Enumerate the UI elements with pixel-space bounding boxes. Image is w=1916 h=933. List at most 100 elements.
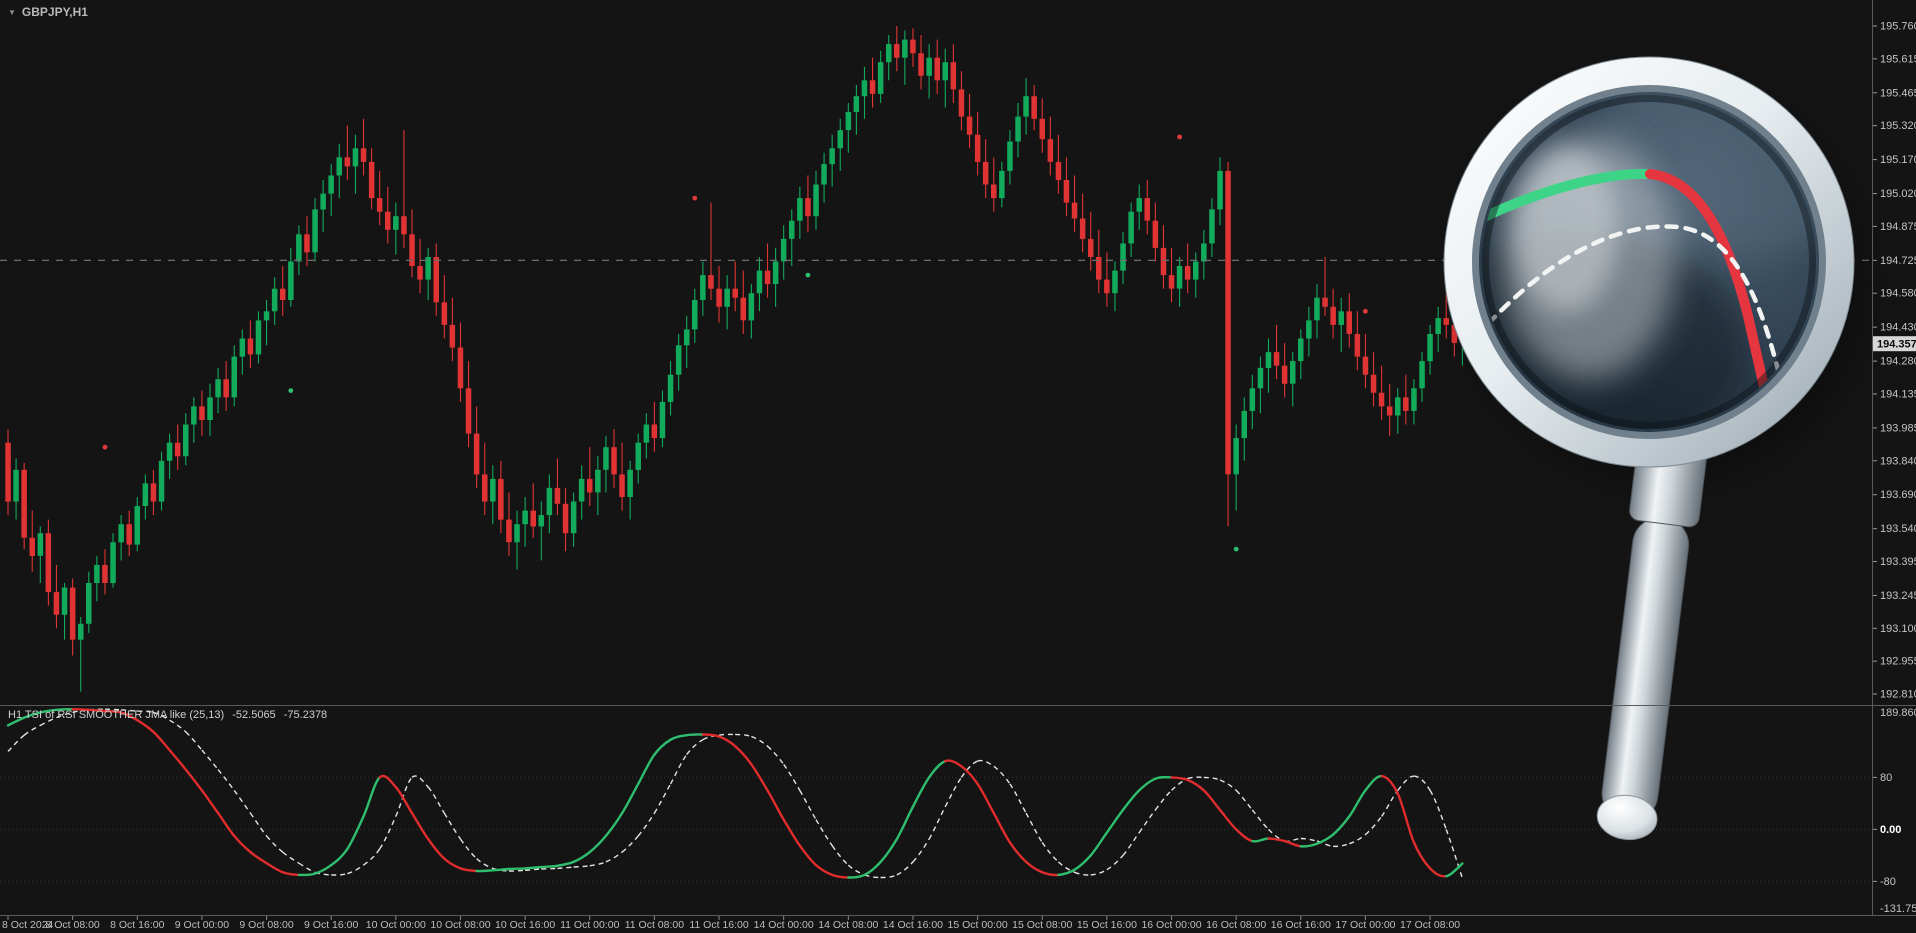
- time-label: 14 Oct 00:00: [754, 919, 814, 931]
- candle-body: [716, 288, 722, 307]
- time-label: 8 Oct 16:00: [110, 919, 164, 931]
- candle-body: [1411, 388, 1417, 411]
- indicator-axis-label: 80: [1880, 772, 1892, 784]
- indicator-main-line: [1251, 837, 1270, 843]
- indicator-main-line: [168, 748, 187, 771]
- candle-body: [1112, 270, 1118, 294]
- candle-body: [5, 442, 11, 502]
- indicator-main-line: [1089, 831, 1109, 857]
- indicator-main-line: [1121, 789, 1141, 812]
- candle-body: [174, 442, 181, 457]
- candle-body: [570, 501, 577, 534]
- buy-signal-dot: [1233, 546, 1239, 552]
- time-label: 8 Oct 2024: [2, 919, 54, 931]
- candle-body: [797, 198, 803, 221]
- candle-body: [158, 460, 165, 502]
- candle-body: [37, 533, 44, 556]
- indicator-main-line: [378, 774, 397, 789]
- candle-body: [910, 39, 916, 54]
- candle-body: [692, 300, 698, 330]
- candle-body: [894, 44, 900, 58]
- candle-body: [611, 447, 617, 475]
- candle-body: [1427, 334, 1433, 362]
- indicator-main-line: [556, 860, 575, 867]
- candle-body: [498, 478, 504, 520]
- indicator-main-line: [620, 782, 640, 815]
- indicator-main-line: [1380, 774, 1399, 795]
- indicator-title: H1 TSI of RSI SMOOTHER JMA like (25,13) …: [8, 709, 332, 721]
- candle-body: [1306, 320, 1312, 339]
- indicator-main-line: [71, 708, 90, 711]
- candle-body: [457, 347, 464, 389]
- candle-body: [376, 198, 383, 212]
- time-label: 11 Oct 16:00: [689, 919, 749, 931]
- candle-body: [659, 401, 666, 439]
- candle-body: [724, 288, 730, 307]
- indicator-main-line: [960, 765, 979, 786]
- candle-body: [393, 216, 399, 230]
- candle-body: [1209, 209, 1215, 244]
- candle-body: [772, 261, 779, 285]
- candle-body: [1338, 311, 1344, 325]
- candle-body: [78, 623, 84, 640]
- candle-body: [506, 519, 512, 543]
- price-label: 195.465: [1880, 87, 1916, 99]
- indicator-main-line: [249, 850, 268, 865]
- candle-body: [1298, 338, 1304, 362]
- indicator-main-line: [1396, 792, 1416, 844]
- price-label: 195.760: [1880, 21, 1916, 33]
- indicator-main-line: [152, 730, 171, 752]
- indicator-axis-label: -131.7541: [1880, 903, 1916, 915]
- price-axis[interactable]: 195.760 195.615 195.465 195.320 195.170 195.0…: [1873, 21, 1916, 701]
- indicator-main-line: [184, 768, 204, 792]
- indicator-main-line: [362, 776, 381, 818]
- magnifier-handle-shaft: [1601, 516, 1690, 822]
- price-label: 194.135: [1880, 389, 1916, 401]
- indicator-main-line: [588, 834, 608, 854]
- candle-body: [700, 275, 706, 300]
- time-label: 17 Oct 08:00: [1400, 919, 1460, 931]
- indicator-main-line: [653, 738, 672, 756]
- time-label: 10 Oct 16:00: [495, 919, 555, 931]
- indicator-main-line: [1235, 828, 1254, 843]
- sell-signal-dot: [692, 195, 698, 201]
- indicator-main-line: [847, 873, 866, 879]
- indicator-main-line: [443, 857, 462, 870]
- candle-body: [1378, 392, 1385, 407]
- candle-body: [53, 592, 60, 615]
- candle-body: [780, 238, 787, 262]
- signal-dots: [102, 134, 1368, 552]
- price-label: 193.395: [1880, 556, 1916, 568]
- indicator-main-line: [1218, 808, 1238, 831]
- indicator-main-line: [103, 709, 123, 714]
- indicator-main-line: [55, 708, 74, 711]
- candle-body: [1257, 367, 1264, 389]
- candle-body: [1104, 279, 1110, 294]
- magnifier-handle-cap: [1596, 794, 1658, 841]
- candle-body: [1176, 266, 1183, 289]
- candle-body: [829, 148, 835, 165]
- time-label: 14 Oct 16:00: [883, 919, 943, 931]
- candle-body: [239, 338, 246, 357]
- indicator-main-line: [992, 811, 1012, 844]
- candle-body: [94, 564, 100, 583]
- candle-body: [845, 112, 852, 131]
- indicator-main-line: [782, 818, 801, 847]
- candle-body: [684, 329, 690, 346]
- candle-body: [401, 216, 407, 235]
- triangle-down-icon[interactable]: ▼: [8, 7, 16, 17]
- candle-body: [199, 406, 205, 420]
- indicator-main-line: [895, 805, 915, 841]
- indicator-main-line: [944, 759, 963, 768]
- candle-body: [207, 397, 213, 420]
- candle-body: [942, 62, 948, 81]
- indicator-main-line: [540, 864, 559, 869]
- candle-body: [619, 474, 625, 497]
- indicator-main-line: [1428, 867, 1448, 878]
- candle-body: [805, 198, 811, 217]
- time-label: 10 Oct 00:00: [366, 919, 426, 931]
- indicator-main-line: [798, 844, 818, 867]
